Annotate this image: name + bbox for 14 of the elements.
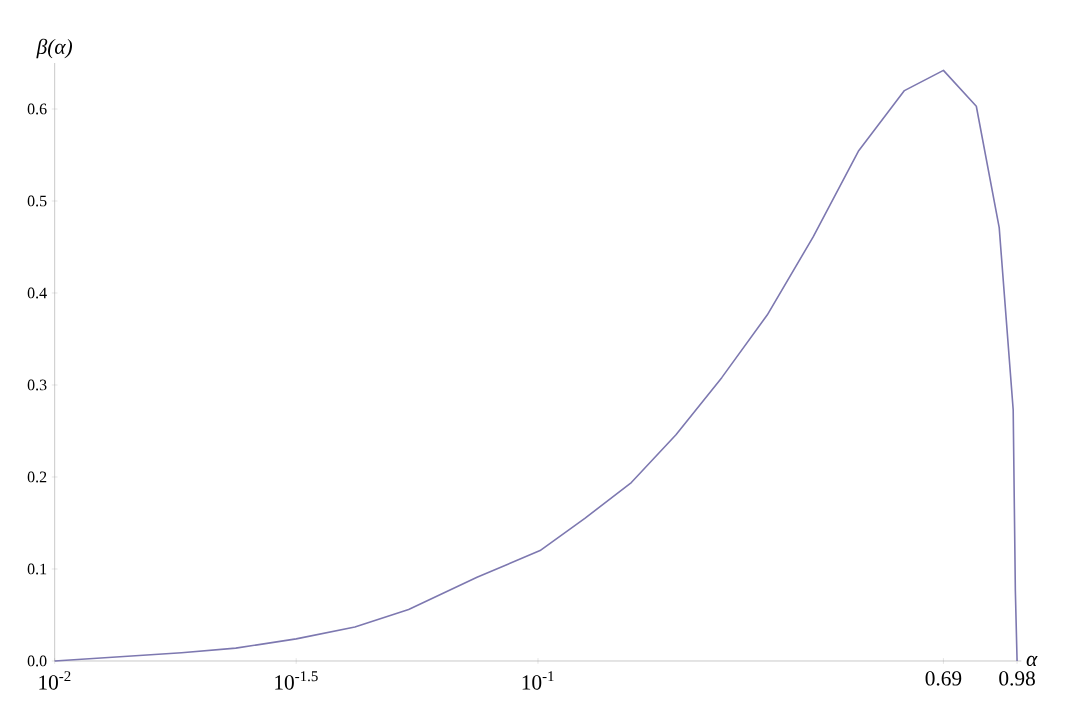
x-tick-label: 0.69 <box>925 671 962 686</box>
x-tick-label: 10$^{-1.5}$ <box>275 671 318 690</box>
y-tick-label: 0.2 <box>27 471 47 483</box>
y-tick-label: 0.6 <box>27 103 47 115</box>
y-tick-label: 0.5 <box>27 195 47 207</box>
x-tick-label: 10$^{-1}$ <box>522 671 554 690</box>
y-tick-label: 0.3 <box>27 379 47 391</box>
x-tick-label: 10$^{-2}$ <box>39 671 71 690</box>
x-tick-label: 0.98 <box>999 671 1035 686</box>
y-tick-label: 0.4 <box>27 287 47 299</box>
y-axis-title: β(α) <box>36 38 73 59</box>
y-tick-label: 0.0 <box>27 655 47 667</box>
x-axis-title: α <box>1026 655 1038 667</box>
y-tick-label: 0.1 <box>27 563 47 575</box>
